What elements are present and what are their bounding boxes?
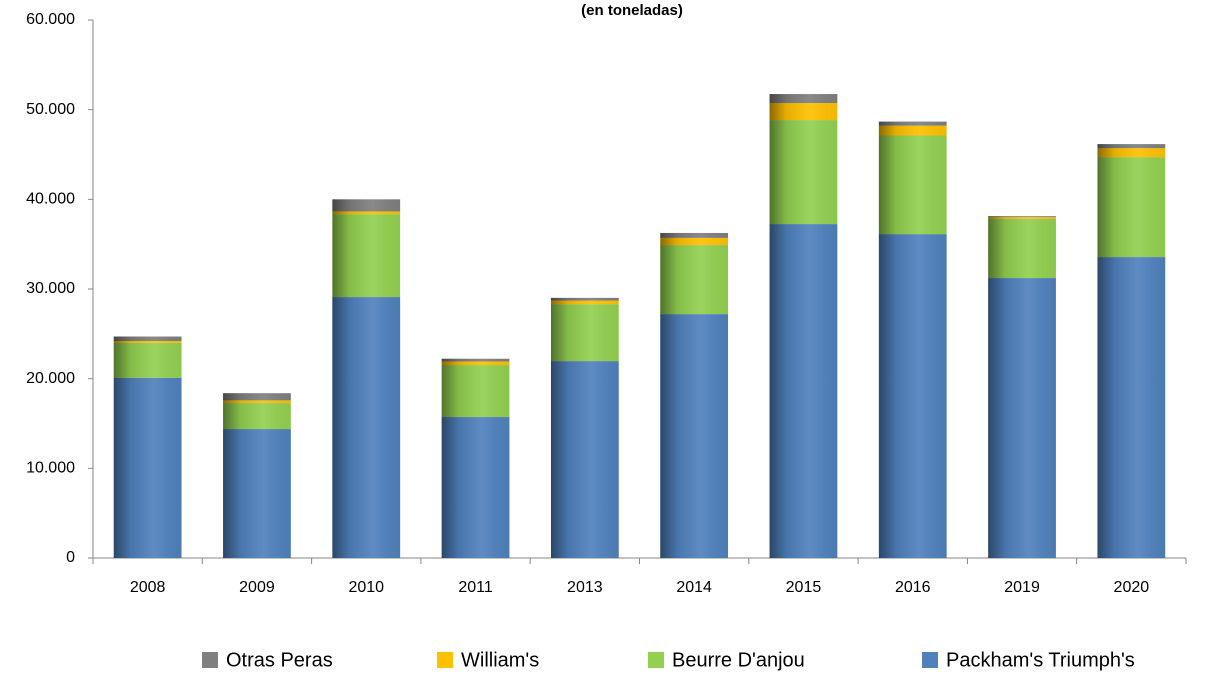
bar-segment xyxy=(660,245,729,315)
x-tick-label: 2010 xyxy=(348,579,384,596)
legend-swatch xyxy=(922,652,938,668)
bar-segment xyxy=(878,121,947,126)
x-tick-label: 2009 xyxy=(239,579,275,596)
bar-segment xyxy=(550,300,619,305)
bar-segment xyxy=(878,135,947,235)
bar-segment xyxy=(223,400,291,404)
legend-text: William's xyxy=(461,649,539,671)
bar-segment xyxy=(113,377,182,558)
legend-swatch xyxy=(202,652,218,668)
bar-segment xyxy=(550,297,619,301)
bar-segment xyxy=(769,94,838,104)
x-tick-label: 2008 xyxy=(130,579,166,596)
y-tick-label: 30.000 xyxy=(26,280,75,297)
x-tick-label: 2014 xyxy=(676,579,712,596)
bar-segment xyxy=(441,365,510,418)
bar-segment xyxy=(550,361,619,558)
bar-segment xyxy=(1097,257,1166,558)
legend-text: Beurre D'anjou xyxy=(672,649,805,671)
bar-segment xyxy=(332,297,401,558)
bar-segment xyxy=(769,224,838,558)
bar-segment xyxy=(332,214,401,298)
bar-segment xyxy=(441,358,510,362)
bar-segment xyxy=(332,211,401,215)
bar-segment xyxy=(988,217,1056,219)
bar-segment xyxy=(988,216,1056,218)
bar-segment xyxy=(660,237,729,246)
legend-text: Otras Peras xyxy=(226,649,333,671)
bar-segment xyxy=(1097,157,1166,258)
bar-segment xyxy=(660,314,729,558)
bar-segment xyxy=(441,417,510,558)
chart-title: (en toneladas) xyxy=(581,2,683,19)
x-tick-label: 2011 xyxy=(458,579,493,596)
bar-segment xyxy=(113,342,182,378)
bar-segment xyxy=(1097,148,1166,158)
legend-text: Packham's Triumph's xyxy=(946,649,1135,671)
legend-swatch xyxy=(437,652,453,668)
bar-segment xyxy=(878,125,947,136)
bar-segment xyxy=(223,393,291,401)
y-tick-label: 60.000 xyxy=(26,11,75,28)
x-tick-label: 2019 xyxy=(1004,579,1040,596)
y-tick-label: 40.000 xyxy=(26,191,75,208)
x-tick-label: 2015 xyxy=(786,579,822,596)
bar-segment xyxy=(988,278,1056,558)
y-tick-label: 0 xyxy=(66,549,75,566)
x-tick-label: 2016 xyxy=(895,579,931,596)
bar-segment xyxy=(878,234,947,558)
bar-segment xyxy=(223,429,291,558)
bar-segment xyxy=(550,304,619,362)
bar-segment xyxy=(441,361,510,366)
bar-segment xyxy=(988,218,1056,279)
bar-segment xyxy=(332,199,401,212)
bar-segment xyxy=(113,336,182,342)
y-tick-label: 20.000 xyxy=(26,370,75,387)
legend-swatch xyxy=(648,652,664,668)
x-tick-label: 2020 xyxy=(1114,579,1150,596)
x-tick-label: 2013 xyxy=(567,579,603,596)
bar-segment xyxy=(769,120,838,225)
bar-segment xyxy=(660,232,729,238)
y-tick-label: 50.000 xyxy=(26,101,75,118)
bar-segment xyxy=(769,103,838,121)
y-tick-label: 10.000 xyxy=(26,460,75,477)
bar-segment xyxy=(113,341,182,343)
bar-segment xyxy=(1097,144,1166,149)
bar-segment xyxy=(223,403,291,430)
